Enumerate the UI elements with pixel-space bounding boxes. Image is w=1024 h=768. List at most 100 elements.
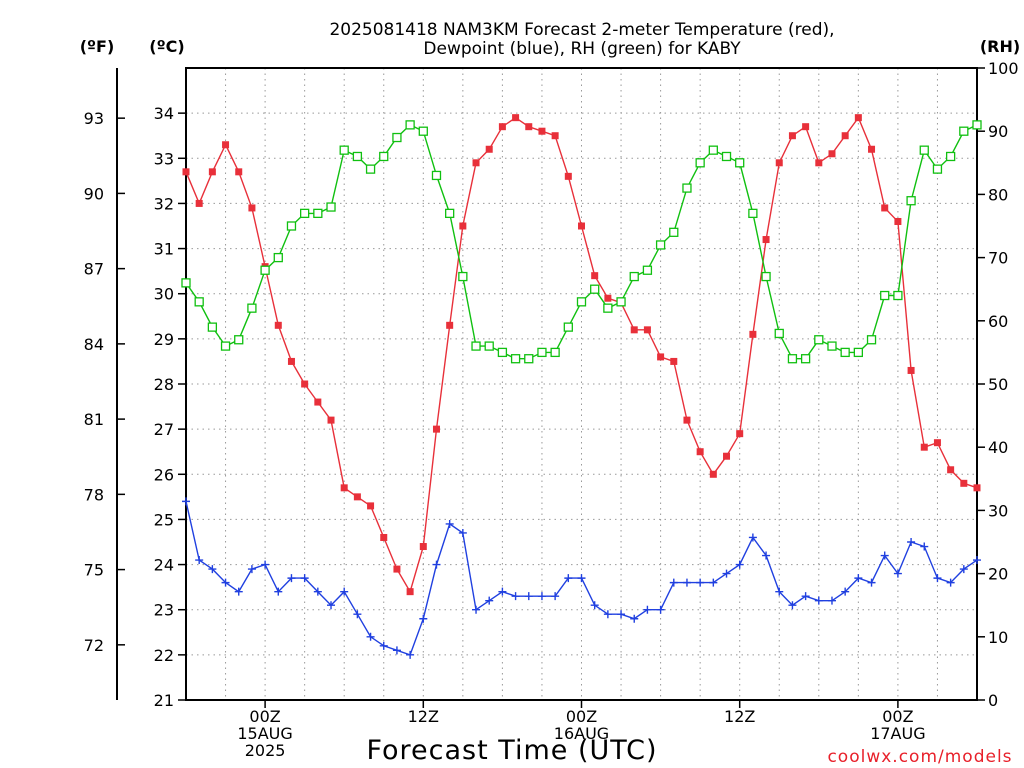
- rh-point: [576, 297, 587, 307]
- temperature-point: [274, 321, 282, 329]
- rh-point: [853, 347, 863, 358]
- celsius-tick-label: 22: [154, 646, 174, 665]
- temperature-point: [709, 470, 717, 478]
- temperature-point: [657, 353, 665, 361]
- temperature-point: [498, 123, 506, 131]
- rh-point: [695, 158, 705, 168]
- rh-point: [919, 145, 929, 155]
- temperature-point: [393, 565, 401, 573]
- dewpoint-point: [709, 578, 718, 587]
- temperature-point: [947, 466, 955, 474]
- rh-point: [431, 170, 442, 181]
- rh-point: [945, 151, 956, 162]
- temperature-point: [749, 330, 757, 338]
- rh-point: [603, 303, 613, 313]
- celsius-tick-label: 29: [154, 330, 174, 349]
- rh-point: [590, 284, 600, 294]
- dewpoint-point: [788, 601, 797, 610]
- celsius-tick-label: 24: [154, 556, 174, 575]
- x-tick-label: 00Z: [249, 707, 280, 726]
- temperature-point: [446, 321, 454, 329]
- dewpoint-point: [445, 519, 454, 528]
- dewpoint-point: [827, 596, 836, 605]
- temperature-point: [353, 493, 361, 501]
- dewpoint-point: [617, 610, 626, 619]
- rh-point: [616, 297, 626, 307]
- rh-point: [642, 265, 653, 275]
- dewpoint-point: [300, 574, 309, 583]
- dewpoint-point: [867, 578, 876, 587]
- rh-point: [893, 290, 903, 301]
- dewpoint-point: [920, 542, 929, 551]
- rh-point: [313, 208, 323, 219]
- dewpoint-point: [814, 596, 823, 605]
- rh-point: [194, 297, 204, 307]
- temperature-point: [630, 326, 638, 334]
- dewpoint-point: [722, 569, 731, 578]
- dewpoint-point: [854, 574, 863, 583]
- rh-point: [445, 208, 455, 219]
- title-line-1: 2025081418 NAM3KM Forecast 2-meter Tempe…: [329, 20, 834, 40]
- temperature-point: [854, 114, 862, 122]
- dewpoint-point: [261, 560, 270, 569]
- rh-point: [972, 120, 982, 130]
- temperature-point: [960, 479, 968, 487]
- temperature-point: [380, 533, 388, 541]
- chart-title: 2025081418 NAM3KM Forecast 2-meter Tempe…: [329, 20, 834, 59]
- rh-tick-label: 30: [988, 501, 1008, 520]
- temperature-point: [841, 132, 849, 140]
- dewpoint-point: [432, 560, 441, 569]
- dewpoint-point: [907, 538, 916, 546]
- temperature-point: [208, 168, 216, 176]
- rh-point: [814, 335, 824, 345]
- dewpoint-point: [458, 528, 467, 537]
- rh-point: [563, 322, 573, 332]
- rh-point: [721, 151, 732, 162]
- rh-point: [524, 354, 534, 364]
- temperature-point: [419, 543, 427, 551]
- rh-point: [906, 196, 916, 206]
- series-temperature: [182, 114, 981, 596]
- dewpoint-point: [551, 592, 560, 601]
- rh-point: [405, 120, 415, 130]
- x-tick-label: 16AUG: [554, 724, 609, 743]
- dewpoint-point: [340, 587, 349, 596]
- dewpoint-point: [959, 565, 968, 574]
- rh-point: [471, 341, 481, 351]
- rh-point: [299, 208, 310, 219]
- rh-tick-label: 10: [988, 628, 1008, 647]
- fahrenheit-tick-label: 72: [84, 636, 104, 655]
- temperature-point: [591, 272, 599, 280]
- rh-point: [379, 151, 389, 162]
- celsius-tick-label: 34: [154, 104, 174, 123]
- rh-point: [234, 335, 244, 345]
- rh-tick-label: 50: [988, 375, 1008, 394]
- rh-point: [260, 265, 270, 275]
- rh-unit-label: (RH): [980, 37, 1020, 56]
- temperature-point: [920, 443, 928, 451]
- temperature-point: [340, 484, 348, 492]
- dewpoint-point: [524, 592, 533, 601]
- temperature-point: [222, 141, 230, 149]
- celsius-tick-label: 25: [154, 510, 174, 529]
- dewpoint-point: [841, 587, 850, 596]
- rh-point: [352, 151, 363, 162]
- dewpoint-point: [472, 605, 481, 614]
- temperature-point: [525, 123, 533, 131]
- rh-point: [629, 271, 639, 282]
- x-tick-label: 12Z: [724, 707, 755, 726]
- dewpoint-point: [630, 614, 639, 623]
- temperature-point: [736, 430, 744, 438]
- temperature-point: [327, 416, 335, 424]
- rh-tick-label: 100: [988, 59, 1019, 78]
- temperature-point: [406, 588, 414, 596]
- rh-point: [682, 183, 692, 193]
- celsius-tick-label: 33: [154, 149, 174, 168]
- x-axis-label: Forecast Time (UTC): [366, 735, 657, 766]
- dewpoint-point: [208, 565, 217, 574]
- rh-point: [932, 164, 943, 174]
- fahrenheit-tick-label: 78: [84, 485, 104, 504]
- credit-text: coolwx.com/models: [827, 747, 1012, 767]
- celsius-tick-label: 27: [154, 420, 174, 439]
- rh-point: [748, 208, 758, 219]
